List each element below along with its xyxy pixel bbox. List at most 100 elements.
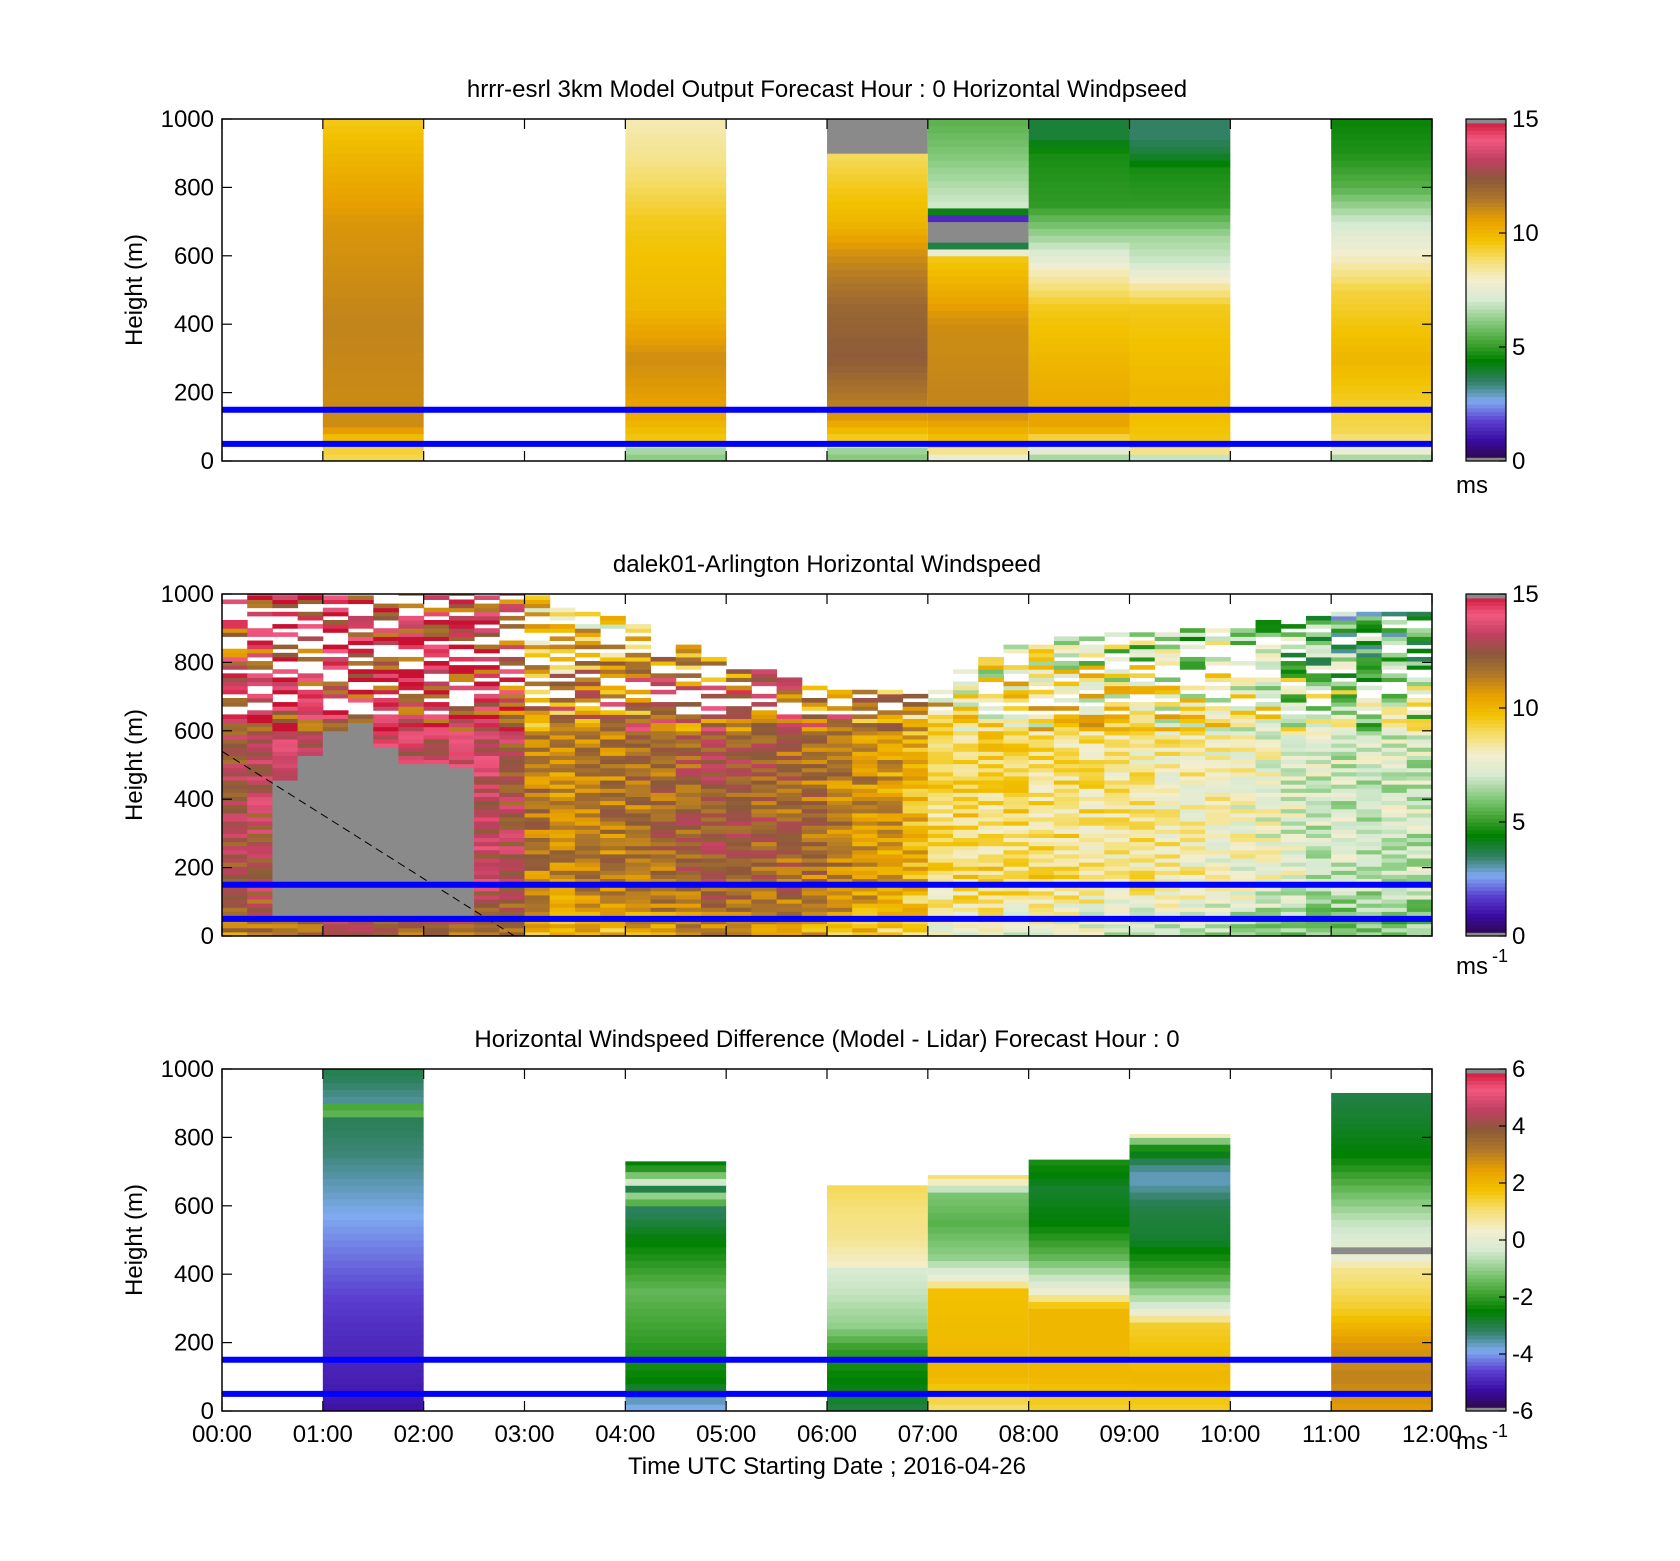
heatmap-cell (272, 706, 299, 711)
heatmap-cell (1179, 911, 1206, 916)
heatmap-cell (448, 849, 475, 855)
heatmap-cell (877, 841, 904, 847)
heatmap-cell (423, 628, 450, 633)
heatmap-cell (801, 796, 828, 802)
heatmap-cell (1331, 1116, 1432, 1125)
heatmap-cell (499, 931, 525, 936)
heatmap-cell (1205, 685, 1231, 691)
heatmap-cell (1331, 1363, 1432, 1371)
heatmap-cell (574, 759, 601, 765)
heatmap-cell (574, 788, 601, 793)
heatmap-cell (1129, 788, 1156, 793)
heatmap-cell (675, 743, 702, 748)
heatmap-cell (1129, 1198, 1231, 1207)
heatmap-cell (348, 743, 374, 748)
heatmap-cell (827, 385, 928, 394)
heatmap-cell (322, 903, 349, 908)
heatmap-cell (1356, 767, 1383, 773)
heatmap-cell (574, 714, 601, 719)
heatmap-cell (1255, 739, 1282, 744)
heatmap-cell (423, 931, 450, 936)
heatmap-cell (776, 870, 803, 875)
heatmap-cell (348, 767, 374, 773)
heatmap-cell (423, 755, 450, 761)
heatmap-cell (827, 290, 928, 298)
colorbar-segment (1466, 1281, 1506, 1287)
heatmap-cell (675, 702, 702, 707)
heatmap-cell (524, 796, 551, 802)
heatmap-cell (297, 886, 324, 892)
heatmap-cell (1255, 825, 1282, 830)
heatmap-cell (801, 706, 828, 711)
heatmap-cell (499, 796, 525, 802)
heatmap-cell (1129, 780, 1156, 785)
heatmap-cell (827, 1397, 928, 1405)
heatmap-cell (953, 714, 979, 719)
colorbar-segment (1466, 799, 1506, 804)
heatmap-cell (1179, 821, 1206, 826)
heatmap-cell (1280, 661, 1307, 666)
heatmap-cell (650, 862, 677, 867)
heatmap-cell (1079, 755, 1105, 761)
heatmap-cell (1104, 931, 1130, 936)
heatmap-cell (650, 841, 677, 847)
heatmap-cell (700, 911, 727, 916)
heatmap-cell (1154, 706, 1181, 711)
heatmap-cell (373, 833, 399, 839)
heatmap-cell (675, 874, 702, 880)
heatmap-cell (373, 702, 399, 707)
heatmap-cell (751, 800, 778, 806)
heatmap-cell (549, 894, 576, 900)
heatmap-cell (1028, 1363, 1130, 1371)
heatmap-cell (322, 796, 349, 802)
heatmap-cell (1179, 812, 1206, 818)
y-axis-label: Height (m) (121, 234, 148, 346)
heatmap-cell (322, 351, 424, 359)
heatmap-cell (322, 378, 424, 387)
heatmap-cell (1331, 132, 1432, 141)
heatmap-cell (448, 751, 475, 756)
heatmap-cell (726, 722, 752, 728)
heatmap-cell (423, 780, 450, 785)
heatmap-cell (827, 1192, 928, 1200)
heatmap-cell (751, 788, 778, 793)
heatmap-cell (650, 763, 677, 769)
heatmap-cell (474, 927, 500, 933)
heatmap-cell (625, 866, 652, 871)
heatmap-cell (902, 833, 929, 839)
heatmap-cell (549, 747, 576, 752)
heatmap-cell (1053, 644, 1080, 650)
heatmap-cell (549, 763, 576, 769)
heatmap-cell (1028, 207, 1130, 216)
heatmap-cell (1406, 829, 1432, 834)
heatmap-cell (423, 685, 450, 691)
heatmap-cell (423, 751, 450, 756)
heatmap-cell (1053, 894, 1080, 900)
heatmap-cell (398, 808, 425, 814)
heatmap-cell (499, 899, 525, 904)
heatmap-cell (726, 669, 752, 674)
heatmap-cell (1129, 931, 1156, 936)
heatmap-cell (1305, 706, 1332, 711)
heatmap-cell (1381, 792, 1408, 797)
colorbar-segment (1466, 1080, 1506, 1085)
heatmap-cell (222, 652, 248, 658)
heatmap-cell (247, 927, 273, 933)
heatmap-cell (827, 804, 853, 810)
heatmap-cell (574, 874, 601, 880)
heatmap-cell (1406, 899, 1432, 904)
heatmap-cell (877, 870, 904, 875)
heatmap-cell (902, 775, 929, 781)
heatmap-cell (1079, 862, 1105, 867)
heatmap-cell (1356, 624, 1383, 629)
heatmap-cell (524, 763, 551, 769)
heatmap-cell (1079, 800, 1105, 806)
colorbar-tick-label: 5 (1512, 809, 1525, 836)
heatmap-cell (1305, 652, 1332, 658)
colorbar-segment (1466, 1338, 1506, 1344)
heatmap-cell (322, 874, 349, 880)
heatmap-cell (1305, 931, 1332, 936)
heatmap-cell (574, 710, 601, 715)
heatmap-cell (1280, 632, 1307, 637)
heatmap-cell (423, 796, 450, 802)
